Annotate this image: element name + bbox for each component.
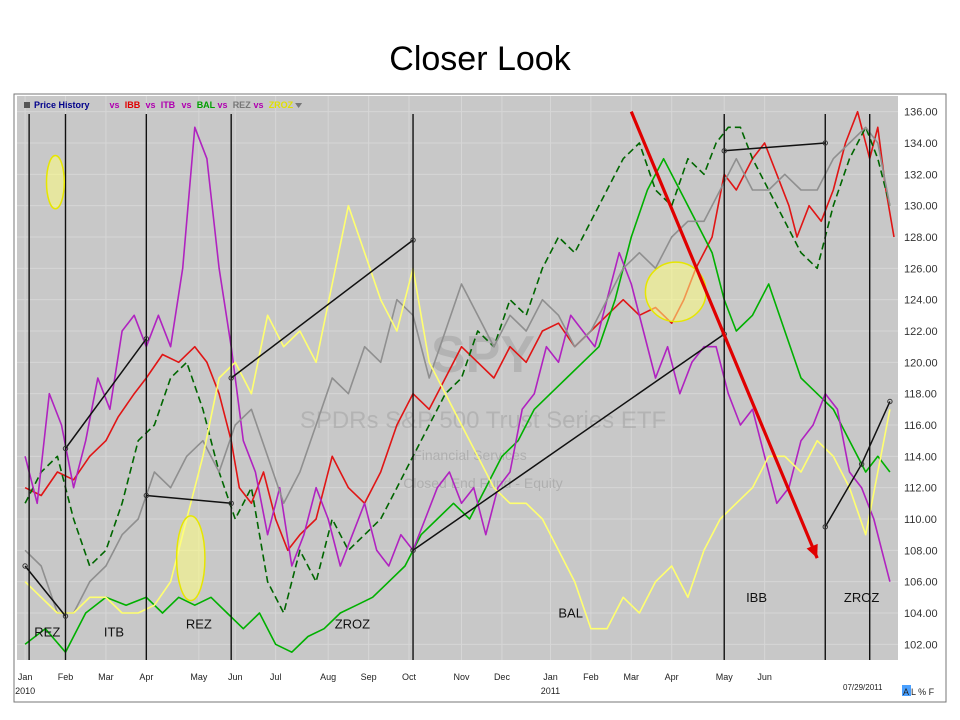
y-tick-label: 102.00 [904,639,938,651]
series-line-4 [24,126,891,614]
trend-point [410,237,416,243]
legend-item: vs [254,100,264,110]
y-tick-label: 124.00 [904,295,938,307]
trend-point [822,524,828,530]
highlight-ellipse-0 [45,154,66,210]
x-tick-label: Apr [139,672,153,682]
y-tick-label: 128.00 [904,232,938,244]
trend-point [410,547,416,554]
legend-item: REZ [233,100,252,110]
x-tick-label: Aug [320,672,336,682]
trend-line-1 [64,338,147,449]
legend-item: vs [110,100,120,110]
x-tick-label: Jan [18,672,33,682]
segment-label-5: IBB [746,590,767,605]
trend-point [143,336,150,342]
y-tick-label: 114.00 [904,451,937,463]
legend-title: Price History [34,100,90,110]
legend-item: IBB [125,100,141,110]
series-line-2 [24,126,891,614]
x-tick-year: 2011 [541,686,560,696]
y-tick-label: 132.00 [904,169,938,181]
plot-background [17,96,898,660]
red-arrow-shaft [629,111,819,559]
legend-dropdown-icon [295,103,303,108]
x-tick-label: Jul [270,672,282,682]
x-tick-label: Oct [402,672,417,682]
x-tick-label: Feb [58,672,74,682]
watermark-name: SPDRs S&P 500 Trust Series ETF [300,407,666,434]
y-tick-label: 110.00 [904,514,937,526]
trend-point [858,461,865,467]
trend-line-2 [146,494,232,505]
trend-line-5 [724,142,826,152]
y-tick-label: 116.00 [904,420,937,432]
x-tick-label: May [716,672,734,682]
y-tick-label: 126.00 [904,263,938,275]
y-tick-label: 134.00 [904,138,938,150]
trend-line-3 [230,239,414,379]
segment-label-2: REZ [186,617,212,632]
x-tick-label: Dec [494,672,511,682]
x-tick-label: Feb [583,672,599,682]
x-tick-label: Apr [665,672,679,682]
slide-title: Closer Look [389,40,571,78]
series-line-3 [24,126,891,582]
red-arrow-head [806,543,818,559]
y-tick-label: 104.00 [904,608,938,620]
segment-label-6: ZROZ [844,590,879,605]
segment-label-1: ITB [104,625,124,640]
x-tick-label: May [190,672,208,682]
segment-label-3: ZROZ [335,617,370,632]
trend-line-4 [412,333,725,551]
series-line-0 [24,110,895,552]
y-tick-label: 112.00 [904,483,937,495]
trend-point [228,375,234,381]
trend-point [721,148,727,154]
y-tick-label: 118.00 [904,389,937,401]
x-tick-label: Jun [757,672,772,682]
x-tick-label: Sep [361,672,377,682]
x-tick-label: Mar [624,672,640,682]
y-tick-label: 120.00 [904,357,938,369]
x-tick-label: Jun [228,672,243,682]
highlight-ellipse-1 [175,515,206,602]
footer-date: 07/29/2011 [843,683,883,692]
trend-point [22,563,28,569]
trend-point [887,398,893,405]
legend-item: vs [182,100,192,110]
y-tick-label: 106.00 [904,577,938,589]
watermark-sector: Financial Services [413,447,527,463]
x-tick-label: Mar [98,672,114,682]
x-tick-year: 2010 [15,686,35,696]
legend-item: ITB [161,100,176,110]
legend-item: ZROZ [269,100,294,110]
x-tick-label: Nov [454,672,471,682]
y-tick-label: 130.00 [904,201,938,213]
trend-line-6 [824,401,891,528]
watermark-category: Closed End Fund - Equity [403,475,563,491]
segment-label-4: BAL [558,606,583,621]
legend-item: vs [218,100,228,110]
trend-point [62,445,69,452]
legend-item: vs [146,100,156,110]
trend-point [228,500,234,507]
y-tick-label: 136.00 [904,107,938,119]
legend-item: BAL [197,100,216,110]
scale-buttons: A L % F [903,687,935,697]
series-line-5 [24,204,891,630]
trend-line-0 [24,565,67,617]
trend-point [822,140,828,146]
legend-swatch [24,102,30,108]
x-tick-label: Jan [543,672,558,682]
segment-label-0: REZ [34,625,60,640]
y-tick-label: 108.00 [904,545,938,557]
y-tick-label: 122.00 [904,326,938,338]
trend-point [143,492,150,499]
scale-button-highlight [902,685,911,696]
trend-point [62,613,69,619]
